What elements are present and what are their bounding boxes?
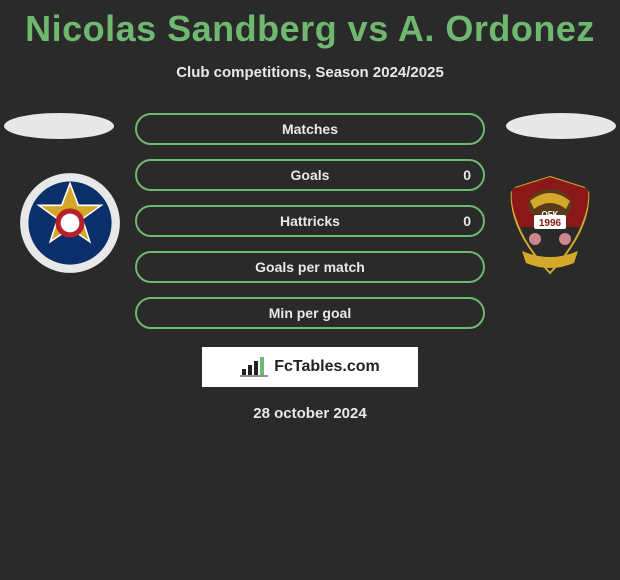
team-badge-left	[18, 171, 122, 275]
ellipse-left	[4, 113, 114, 139]
stat-row-hattricks: Hattricks 0	[135, 205, 485, 237]
subtitle: Club competitions, Season 2024/2025	[0, 64, 620, 81]
svg-text:OFK: OFK	[542, 210, 559, 219]
stat-right-value: 0	[463, 213, 471, 229]
stat-label: Min per goal	[269, 305, 351, 321]
date-label: 28 october 2024	[0, 405, 620, 422]
team-badge-right: 1996 OFK	[498, 173, 602, 283]
stat-row-goals: Goals 0	[135, 159, 485, 191]
stat-label: Hattricks	[280, 213, 340, 229]
logo-text: FcTables.com	[274, 358, 380, 376]
stat-label: Goals	[291, 167, 330, 183]
stat-row-min-per-goal: Min per goal	[135, 297, 485, 329]
bar-chart-icon	[240, 357, 268, 377]
stat-row-goals-per-match: Goals per match	[135, 251, 485, 283]
comparison-area: 1996 OFK Matches Goals 0 Hattricks 0 Goa…	[0, 113, 620, 422]
ellipse-right	[506, 113, 616, 139]
stat-right-value: 0	[463, 167, 471, 183]
svg-text:1996: 1996	[539, 218, 562, 229]
stat-label: Goals per match	[255, 259, 365, 275]
fctables-logo[interactable]: FcTables.com	[202, 347, 418, 387]
stat-label: Matches	[282, 121, 338, 137]
page-title: Nicolas Sandberg vs A. Ordonez	[0, 0, 620, 50]
stat-row-matches: Matches	[135, 113, 485, 145]
stats-list: Matches Goals 0 Hattricks 0 Goals per ma…	[135, 113, 485, 329]
